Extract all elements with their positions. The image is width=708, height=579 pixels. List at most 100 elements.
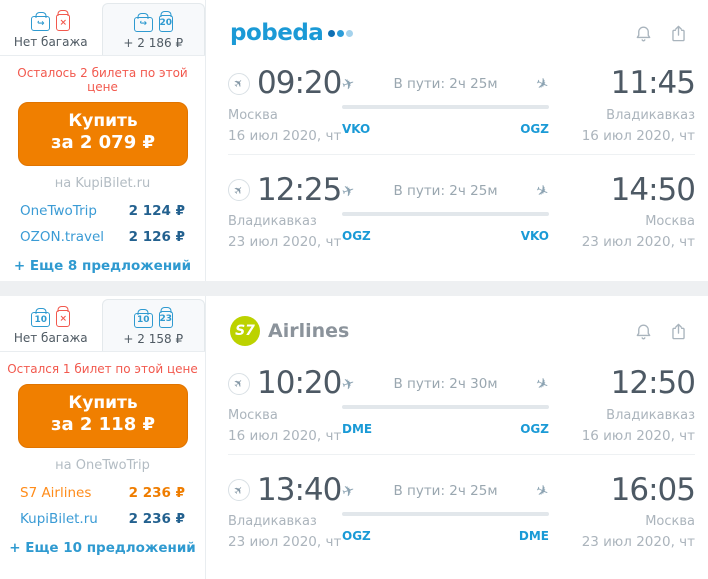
departure-time: 09:20	[257, 65, 342, 101]
flight-segment-return: ✈ 13:40 Владикавказ 23 июл 2020, чт ✈ В …	[206, 455, 708, 557]
card-actions	[634, 321, 688, 342]
buy-button[interactable]: Купить за 2 118 ₽	[18, 384, 188, 448]
arrival-date: 16 июл 2020, чт	[581, 427, 695, 444]
bell-icon[interactable]	[634, 321, 653, 342]
route-progress-line	[342, 105, 549, 109]
card-actions	[634, 23, 688, 44]
baggage-tab-label: Нет багажа	[13, 35, 88, 49]
offer-price: 2 124 ₽	[128, 202, 185, 219]
baggage-icon-group: 10 23	[133, 306, 173, 328]
buy-button-label: Купить	[68, 393, 138, 413]
route-block: ✈ В пути: 2ч 25м ✈ OGZ VKO	[339, 173, 553, 251]
arrival-block: 11:45 Владикавказ 16 июл 2020, чт	[575, 65, 696, 144]
no-checked-bag-icon: ×	[56, 14, 71, 31]
no-checked-bag-icon: ×	[56, 310, 71, 327]
carry-on-bag-icon: ↪	[31, 16, 51, 31]
segment-divider	[228, 453, 695, 455]
more-offers-link[interactable]: + Еще 8 предложений	[13, 257, 192, 274]
offer-row[interactable]: S7 Airlines 2 236 ₽	[0, 480, 205, 506]
arrival-city: Москва	[645, 214, 695, 230]
offer-agency-link: KupiBilet.ru	[20, 510, 98, 527]
airline-logo-s7: S7 Airlines	[230, 316, 349, 346]
plane-takeoff-icon: ✈	[339, 180, 358, 202]
offer-row[interactable]: OneTwoTrip 2 124 ₽	[0, 198, 205, 224]
segment-divider	[228, 153, 695, 155]
offer-agency-link: OneTwoTrip	[20, 202, 97, 219]
more-offers-link[interactable]: + Еще 10 предложений	[9, 539, 196, 556]
route-progress-line	[342, 511, 549, 516]
buy-button[interactable]: Купить за 2 079 ₽	[18, 102, 188, 166]
departure-time: 12:25	[257, 171, 342, 208]
cards-gap	[0, 281, 708, 296]
offer-row[interactable]: OZON.travel 2 126 ₽	[0, 224, 205, 250]
offer-agency-link: S7 Airlines	[20, 484, 92, 501]
departure-city: Москва	[228, 407, 278, 423]
arrival-airport-code: OGZ	[520, 422, 549, 436]
route-block: ✈ В пути: 2ч 25м ✈ OGZ DME	[339, 473, 553, 551]
carry-on-bag-glyph: ↪	[36, 18, 45, 29]
s7-circle-icon: S7	[230, 316, 260, 346]
carry-on-bag-glyph: 10	[34, 314, 48, 325]
departure-date: 16 июл 2020, чт	[228, 427, 342, 444]
carry-on-bag-glyph: 10	[136, 315, 150, 325]
share-icon[interactable]	[669, 321, 688, 342]
ticket-card-pobeda: ↪ × Нет багажа ↪ 20 + 2 186 ₽ Осталось 2…	[0, 0, 708, 281]
flight-duration: В пути: 2ч 30м	[393, 376, 498, 392]
tickets-left-notice: Остался 1 билет по этой цене	[7, 362, 198, 376]
flight-segment-outbound: ✈ 10:20 Москва 16 июл 2020, чт ✈ В пути:…	[206, 348, 708, 450]
arrival-city: Москва	[645, 514, 695, 530]
carry-on-bag-10kg-icon: 10	[133, 312, 153, 328]
flight-details: pobeda ✈ 09:20 Москва 16 июл 2020, чт	[206, 0, 708, 281]
arrival-date: 16 июл 2020, чт	[581, 127, 695, 144]
price-sidebar: ↪ × Нет багажа ↪ 20 + 2 186 ₽ Осталось 2…	[0, 0, 206, 281]
route-progress-line	[342, 211, 549, 216]
baggage-tab-label: Нет багажа	[13, 331, 88, 345]
plane-landing-icon: ✈	[533, 73, 553, 95]
baggage-tab-no-baggage[interactable]: ↪ × Нет багажа	[0, 0, 102, 55]
carry-on-bag-icon: ↪	[133, 16, 153, 32]
plane-landing-icon: ✈	[533, 373, 553, 395]
flight-duration: В пути: 2ч 25м	[393, 76, 498, 92]
baggage-tab-label: + 2 158 ₽	[123, 331, 184, 346]
baggage-icon-group: ↪ ×	[31, 9, 71, 31]
share-icon[interactable]	[669, 23, 688, 44]
arrival-time: 16:05	[610, 471, 696, 508]
departure-block: ✈ 13:40 Владикавказ 23 июл 2020, чт	[228, 472, 342, 550]
no-checked-bag-glyph: ×	[59, 313, 68, 324]
departure-block: ✈ 10:20 Москва 16 июл 2020, чт	[228, 365, 342, 444]
arrival-date: 23 июл 2020, чт	[581, 234, 695, 251]
offer-agency-link: OZON.travel	[20, 228, 105, 245]
arrival-airport-code: OGZ	[520, 122, 549, 136]
baggage-tab-label: + 2 186 ₽	[123, 35, 184, 50]
checked-bag-glyph: 20	[159, 18, 173, 28]
baggage-tab-no-baggage[interactable]: 10 × Нет багажа	[0, 296, 102, 351]
baggage-icon-group: ↪ 20	[133, 10, 173, 32]
departure-airport-code: VKO	[342, 122, 371, 136]
pin-plane-icon: ✈	[228, 179, 250, 202]
baggage-tab-with-baggage[interactable]: ↪ 20 + 2 186 ₽	[101, 3, 205, 55]
airline-logo-pobeda: pobeda	[230, 20, 354, 46]
buy-button-price: за 2 079 ₽	[50, 132, 156, 154]
departure-block: ✈ 12:25 Владикавказ 23 июл 2020, чт	[228, 171, 342, 250]
offers-list: S7 Airlines 2 236 ₽ KupiBilet.ru 2 236 ₽	[0, 480, 205, 532]
no-checked-bag-glyph: ×	[59, 17, 68, 28]
provider-note: на OneTwoTrip	[55, 457, 150, 473]
bell-icon[interactable]	[634, 23, 653, 44]
pin-plane-icon: ✈	[228, 372, 250, 395]
offer-price: 2 236 ₽	[128, 484, 185, 501]
departure-time: 10:20	[257, 365, 342, 401]
checked-bag-glyph: 23	[159, 314, 173, 324]
card-header: S7 Airlines	[206, 296, 708, 348]
plane-landing-icon: ✈	[533, 179, 553, 202]
plane-takeoff-icon: ✈	[339, 480, 358, 502]
baggage-tab-with-baggage[interactable]: 10 23 + 2 158 ₽	[101, 299, 205, 351]
route-block: ✈ В пути: 2ч 30м ✈ DME OGZ	[340, 366, 553, 444]
offer-row[interactable]: KupiBilet.ru 2 236 ₽	[0, 506, 205, 532]
carry-on-bag-glyph: ↪	[139, 19, 148, 29]
arrival-city: Владикавказ	[606, 407, 695, 423]
plane-takeoff-icon: ✈	[339, 73, 358, 95]
departure-airport-code: OGZ	[342, 528, 371, 543]
arrival-airport-code: VKO	[520, 228, 549, 243]
arrival-time: 11:45	[610, 65, 696, 101]
arrival-block: 14:50 Москва 23 июл 2020, чт	[575, 172, 696, 251]
